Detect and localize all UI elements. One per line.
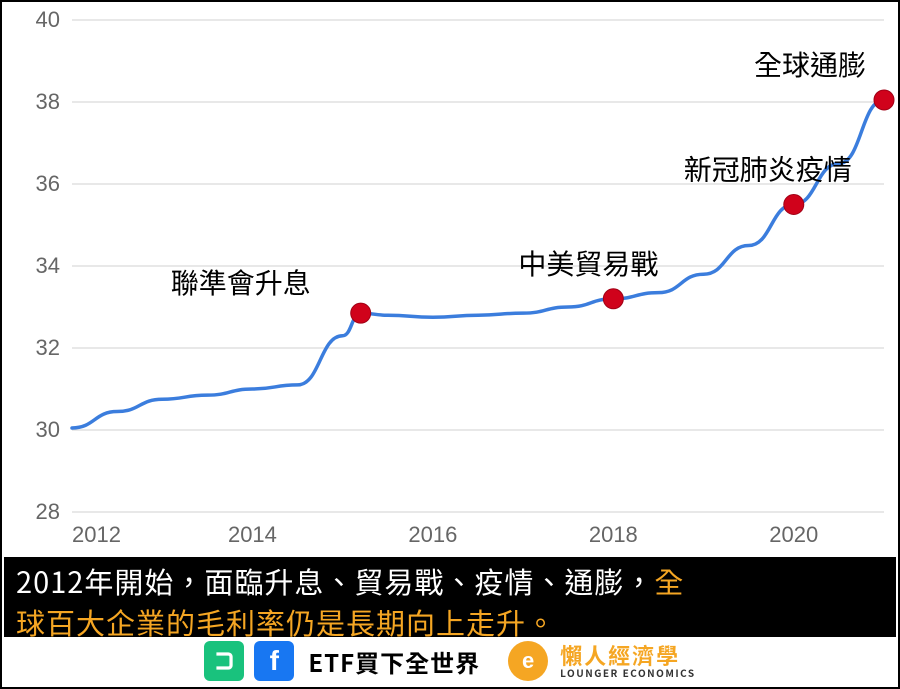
line-chart: 28 30 32 34 36 38 40 2012 2014 2016 2018 2020 聯準會升息 中… (2, 2, 900, 557)
event-marker (874, 90, 894, 110)
x-tick-label: 2012 (72, 522, 121, 547)
x-tick-label: 2018 (589, 522, 638, 547)
y-tick-label: 32 (36, 335, 60, 360)
caption-highlight-part1: 全 (654, 560, 684, 602)
facebook-icon: f (254, 641, 294, 681)
event-marker (784, 195, 804, 215)
brand2-logo-icon: e (508, 641, 548, 681)
x-tick-label: 2020 (769, 522, 818, 547)
footer: f ETF買下全世界 e 懶人經濟學 LOUNGER ECONOMICS (2, 637, 898, 685)
y-tick-label: 30 (36, 417, 60, 442)
y-tick-label: 34 (36, 253, 60, 278)
caption-bar: 2012年開始，面臨升息、貿易戰、疫情、通膨，全 球百大企業的毛利率仍是長期向上… (4, 557, 896, 641)
event-marker (351, 303, 371, 323)
event-marker (603, 289, 623, 309)
x-tick-label: 2016 (408, 522, 457, 547)
y-tick-label: 28 (36, 499, 60, 524)
y-tick-label: 40 (36, 7, 60, 32)
event-label: 聯準會升息 (171, 262, 311, 302)
caption-prefix: 2012年開始，面臨升息、貿易戰、疫情、通膨， (16, 560, 654, 602)
brand1-logo-icon (204, 641, 244, 681)
y-tick-label: 38 (36, 89, 60, 114)
brand2-text-block: 懶人經濟學 LOUNGER ECONOMICS (560, 644, 696, 678)
y-tick-label: 36 (36, 171, 60, 196)
event-label: 新冠肺炎疫情 (684, 149, 852, 189)
brand1-text: ETF買下全世界 (308, 644, 480, 679)
event-label: 中美貿易戰 (518, 243, 658, 283)
event-label: 全球通膨 (754, 44, 866, 84)
brand2-en: LOUNGER ECONOMICS (560, 668, 696, 678)
brand2-cn: 懶人經濟學 (560, 644, 696, 666)
chart-container: 28 30 32 34 36 38 40 2012 2014 2016 2018 2020 聯準會升息 中… (2, 2, 900, 557)
x-tick-label: 2014 (228, 522, 277, 547)
